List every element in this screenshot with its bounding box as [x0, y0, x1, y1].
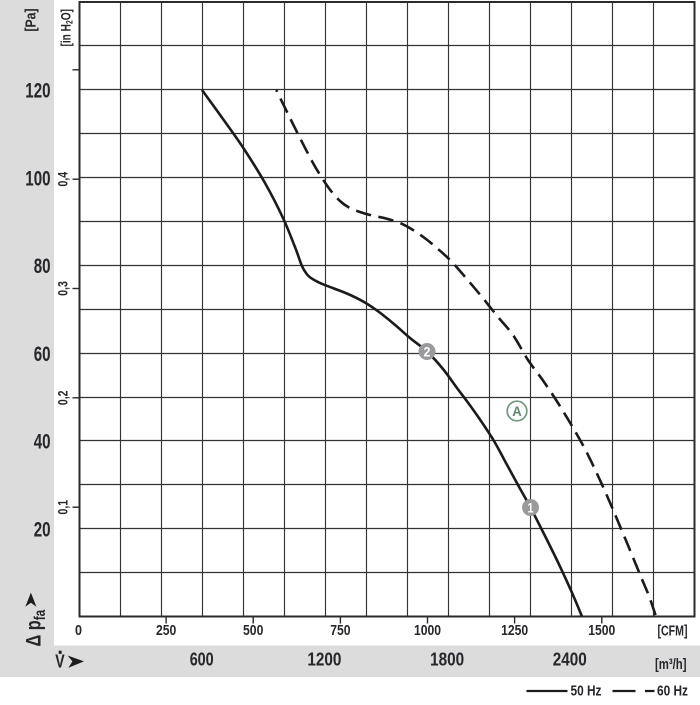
svg-text:80: 80 [34, 255, 51, 278]
svg-text:100: 100 [25, 167, 50, 190]
svg-text:2400: 2400 [553, 649, 587, 669]
svg-text:2: 2 [424, 345, 431, 360]
svg-text:1: 1 [528, 501, 534, 516]
svg-text:0,1: 0,1 [56, 500, 71, 515]
svg-text:0: 0 [75, 623, 82, 639]
svg-text:50 Hz: 50 Hz [571, 684, 602, 700]
svg-text:0,4: 0,4 [56, 172, 71, 187]
svg-text:[in H2O]: [in H2O] [59, 9, 75, 47]
svg-text:[Pa]: [Pa] [23, 9, 40, 32]
svg-text:60 Hz: 60 Hz [657, 684, 688, 700]
svg-text:600: 600 [190, 649, 214, 669]
svg-text:0,3: 0,3 [56, 281, 71, 296]
svg-text:1800: 1800 [430, 649, 464, 669]
svg-text:1200: 1200 [307, 649, 341, 669]
svg-text:60: 60 [34, 343, 51, 366]
svg-text:1000: 1000 [414, 623, 441, 639]
svg-text:[CFM]: [CFM] [658, 623, 688, 639]
svg-text:1500: 1500 [588, 623, 615, 639]
svg-text:[m³/h]: [m³/h] [655, 656, 687, 673]
svg-text:Δ pfa: Δ pfa [22, 609, 48, 646]
svg-text:250: 250 [156, 623, 176, 639]
svg-text:40: 40 [34, 431, 51, 454]
svg-text:1250: 1250 [501, 623, 528, 639]
svg-text:750: 750 [330, 623, 350, 639]
svg-text:V: V [55, 652, 64, 672]
svg-text:120: 120 [25, 80, 50, 103]
svg-text:500: 500 [243, 623, 263, 639]
svg-text:0,2: 0,2 [56, 391, 71, 406]
svg-text:20: 20 [34, 519, 51, 542]
svg-text:A: A [512, 404, 522, 419]
